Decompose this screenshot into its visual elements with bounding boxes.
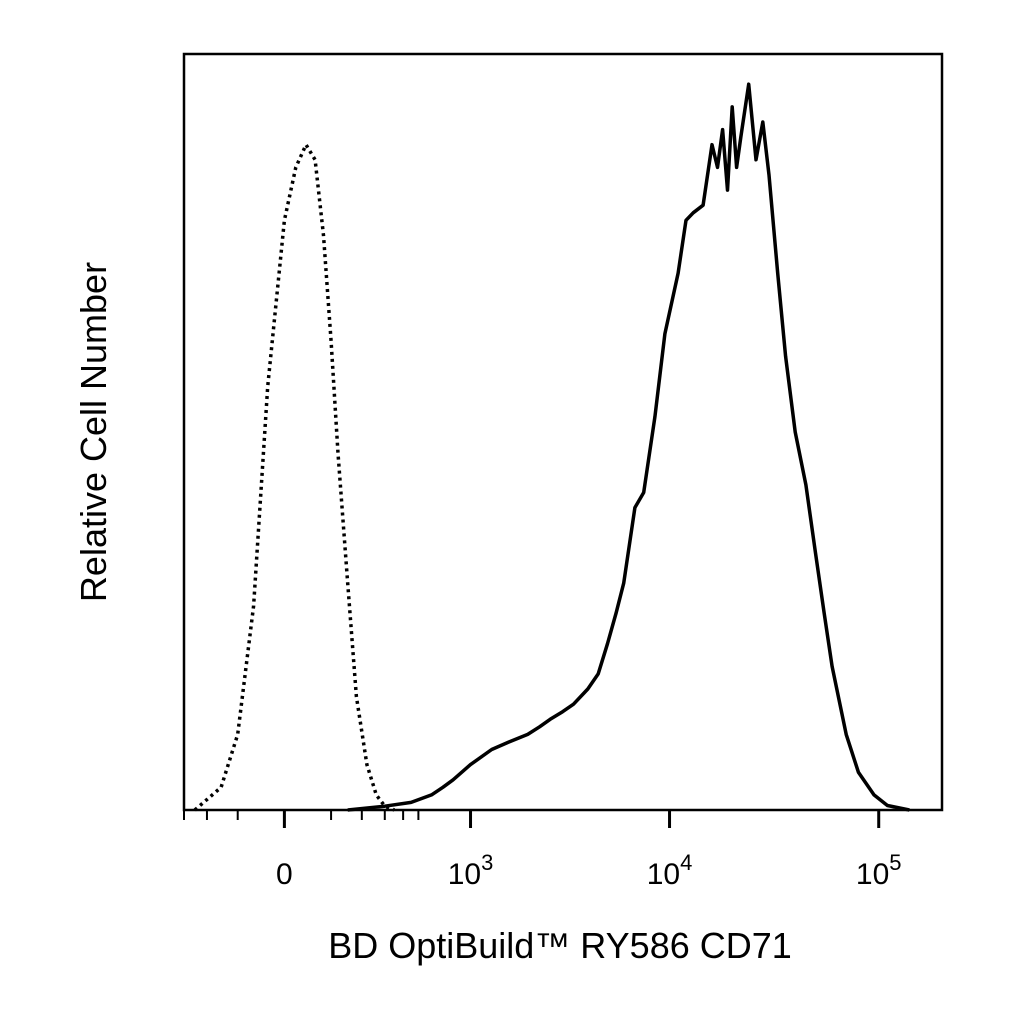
plot-frame [182, 52, 944, 812]
x-tick-label: 103 [448, 850, 494, 891]
series-layer [193, 82, 910, 812]
x-axis-label: BD OptiBuild™ RY586 CD71 [328, 925, 792, 966]
x-tick-label: 104 [647, 850, 693, 891]
x-tick-label: 105 [856, 850, 902, 891]
x-tick-labels: 0 103 104 105 [276, 850, 901, 891]
x-major-ticks [282, 810, 881, 828]
x-minor-ticks [183, 810, 420, 820]
x-tick-label: 0 [276, 858, 293, 891]
isotype-control-histogram [193, 142, 396, 812]
y-axis-label: Relative Cell Number [73, 262, 114, 602]
cd71-stained-histogram [347, 82, 910, 812]
